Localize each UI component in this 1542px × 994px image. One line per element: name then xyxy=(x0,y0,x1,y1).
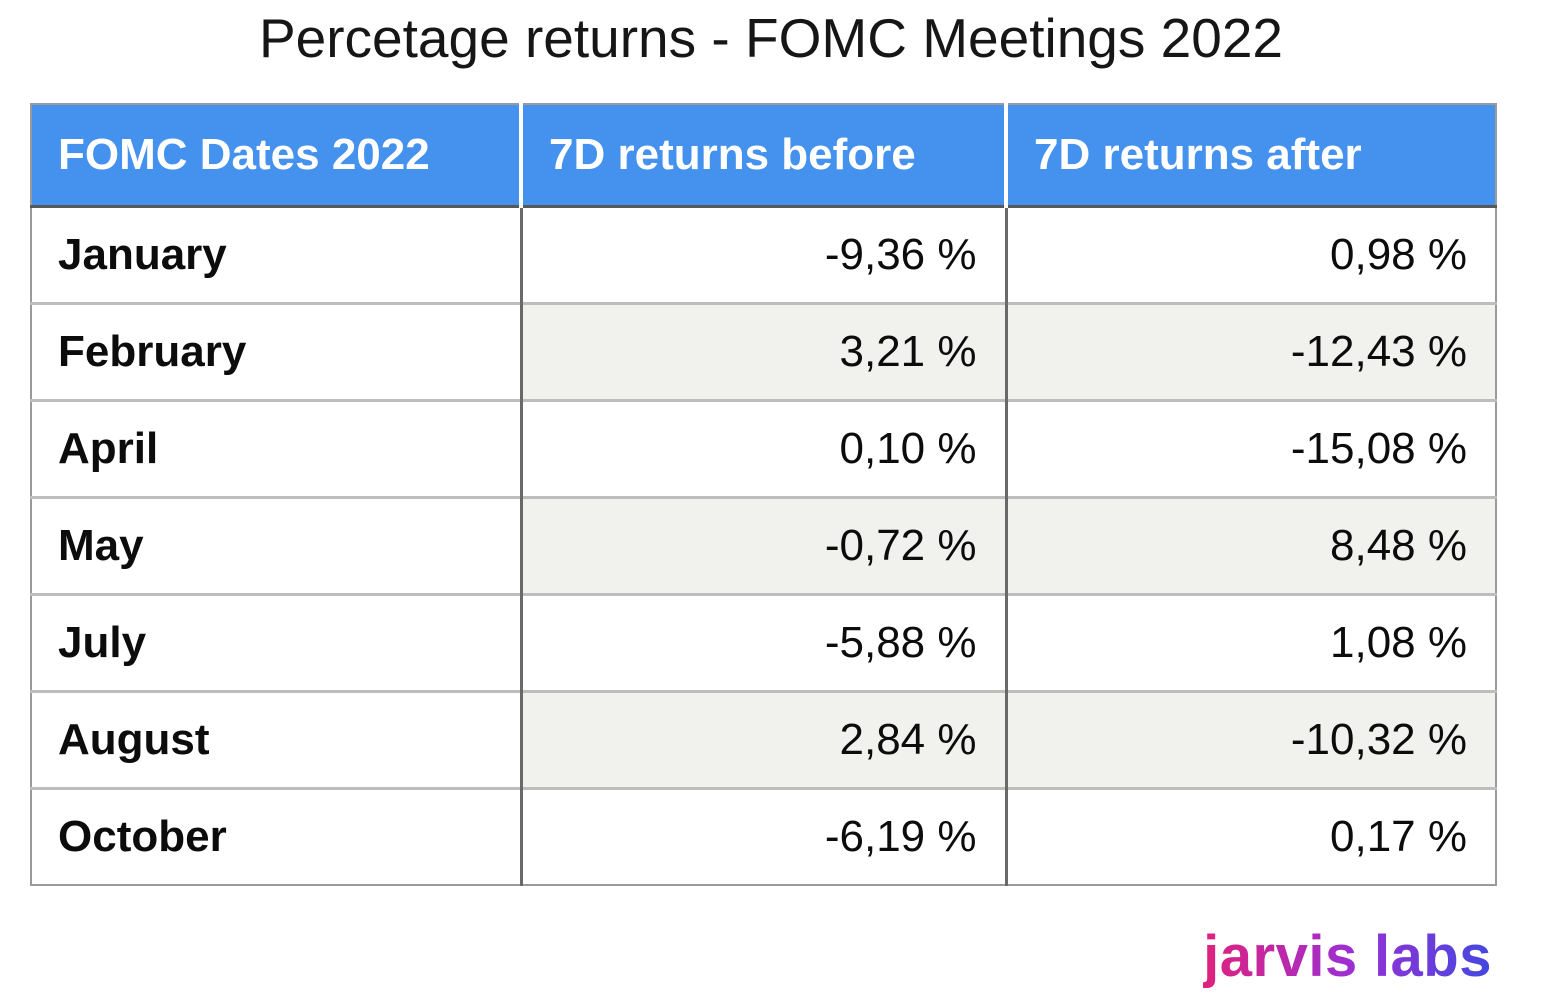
table-container: FOMC Dates 2022 7D returns before 7D ret… xyxy=(30,103,1497,886)
page-title: Percetage returns - FOMC Meetings 2022 xyxy=(258,7,1284,69)
returns-before-cell: -9,36 % xyxy=(519,206,1006,303)
table-row: January -9,36 % 0,98 % xyxy=(31,206,1496,303)
month-cell: April xyxy=(31,398,521,497)
table-row: April 0,10 % -15,08 % xyxy=(31,398,1496,497)
table-row: October -6,19 % 0,17 % xyxy=(31,786,1496,885)
jarvis-labs-logo: jarvis labs xyxy=(1203,923,1492,990)
returns-after-cell: -10,32 % xyxy=(1004,689,1496,788)
month-cell: January xyxy=(31,206,521,303)
col-header-returns-after: 7D returns after xyxy=(1004,104,1496,208)
month-cell: February xyxy=(31,301,521,400)
month-cell: July xyxy=(31,592,521,691)
returns-before-cell: -0,72 % xyxy=(519,495,1006,594)
col-header-fomc-dates: FOMC Dates 2022 xyxy=(31,104,521,208)
returns-before-cell: 3,21 % xyxy=(519,301,1006,400)
fomc-returns-table: FOMC Dates 2022 7D returns before 7D ret… xyxy=(30,103,1497,886)
returns-after-cell: -12,43 % xyxy=(1004,301,1496,400)
logo-brand-text: jarvis xyxy=(1203,924,1358,989)
table-row: August 2,84 % -10,32 % xyxy=(31,689,1496,788)
logo-suffix-text: labs xyxy=(1373,924,1492,989)
returns-after-cell: 0,17 % xyxy=(1004,786,1496,885)
month-cell: August xyxy=(31,689,521,788)
table-row: February 3,21 % -12,43 % xyxy=(31,301,1496,400)
month-cell: October xyxy=(31,786,521,885)
table-row: May -0,72 % 8,48 % xyxy=(31,495,1496,594)
col-header-returns-before: 7D returns before xyxy=(519,104,1006,208)
month-cell: May xyxy=(31,495,521,594)
returns-before-cell: 2,84 % xyxy=(519,689,1006,788)
returns-after-cell: 8,48 % xyxy=(1004,495,1496,594)
table-row: July -5,88 % 1,08 % xyxy=(31,592,1496,691)
returns-before-cell: -6,19 % xyxy=(519,786,1006,885)
header-row: FOMC Dates 2022 7D returns before 7D ret… xyxy=(31,104,1496,208)
returns-after-cell: 1,08 % xyxy=(1004,592,1496,691)
returns-before-cell: -5,88 % xyxy=(519,592,1006,691)
returns-before-cell: 0,10 % xyxy=(519,398,1006,497)
returns-after-cell: 0,98 % xyxy=(1004,206,1496,303)
returns-after-cell: -15,08 % xyxy=(1004,398,1496,497)
